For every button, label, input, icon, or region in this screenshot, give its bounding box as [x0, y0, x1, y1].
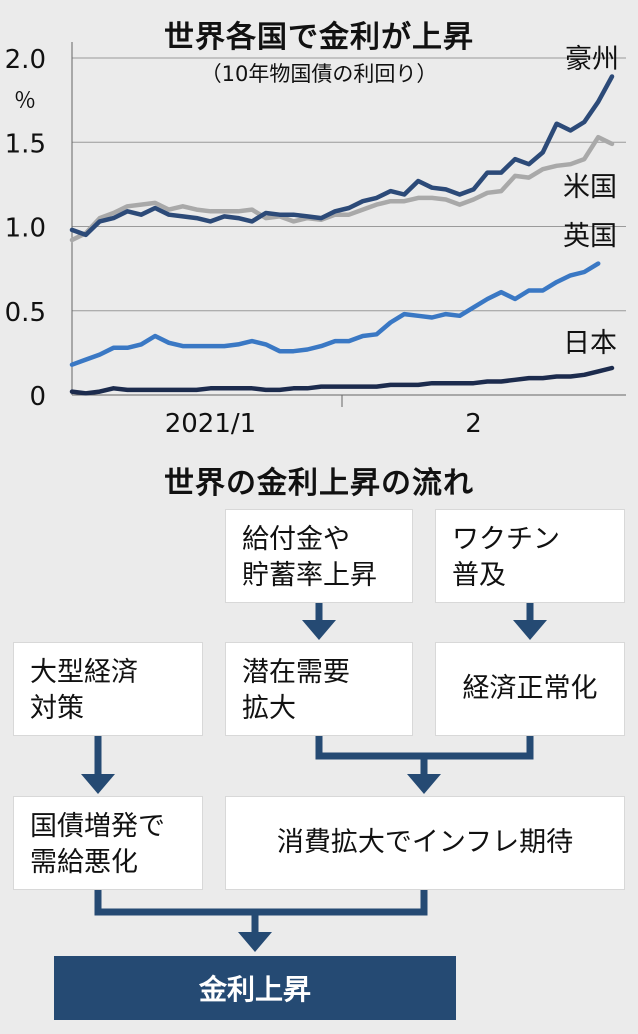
series-line-3: [69, 365, 615, 396]
x-tick-label: 2: [465, 409, 482, 439]
flow-box-keizai: 経済正常化: [436, 643, 624, 735]
series-line-2: [69, 261, 601, 367]
arrowhead: [513, 620, 547, 640]
y-tick-label: 1.0: [5, 214, 46, 244]
y-tick-label: 2.0: [5, 45, 46, 75]
series-label-2: 英国: [563, 221, 617, 252]
flow-box-kokusai: 国債増発で 需給悪化: [14, 797, 202, 889]
series-line-1: [69, 134, 615, 243]
arrowhead: [238, 932, 272, 952]
y-unit-label: ％: [14, 89, 36, 114]
flow-box-kyufukin: 給付金や 貯蓄率上昇: [226, 510, 412, 602]
series-label-3: 日本: [563, 328, 617, 359]
flow-title: 世界の金利上昇の流れ: [164, 466, 474, 501]
flow-box-shohi: 消費拡大でインフレ期待: [226, 797, 624, 889]
flow-box-final: 金利上昇: [54, 956, 456, 1020]
series-label-1: 米国: [563, 172, 617, 203]
chart-subtitle: （10年物国債の利回り）: [200, 62, 438, 86]
flow-box-senzai: 潜在需要 拡大: [226, 643, 412, 735]
x-tick-label: 2021/1: [165, 409, 256, 439]
y-tick-label: 1.5: [5, 129, 46, 159]
series-line-0: [69, 74, 615, 238]
arrowhead: [302, 620, 336, 640]
arrowhead: [407, 774, 441, 794]
flow-box-ogata: 大型経済 対策: [14, 643, 202, 735]
y-tick-label: 0.5: [5, 298, 46, 328]
flow-box-vaccine: ワクチン 普及: [436, 510, 624, 602]
y-tick-label: 0: [29, 382, 46, 412]
chart-title: 世界各国で金利が上昇: [164, 20, 474, 55]
arrowhead: [81, 774, 115, 794]
series-label-0: 豪州: [565, 44, 619, 75]
